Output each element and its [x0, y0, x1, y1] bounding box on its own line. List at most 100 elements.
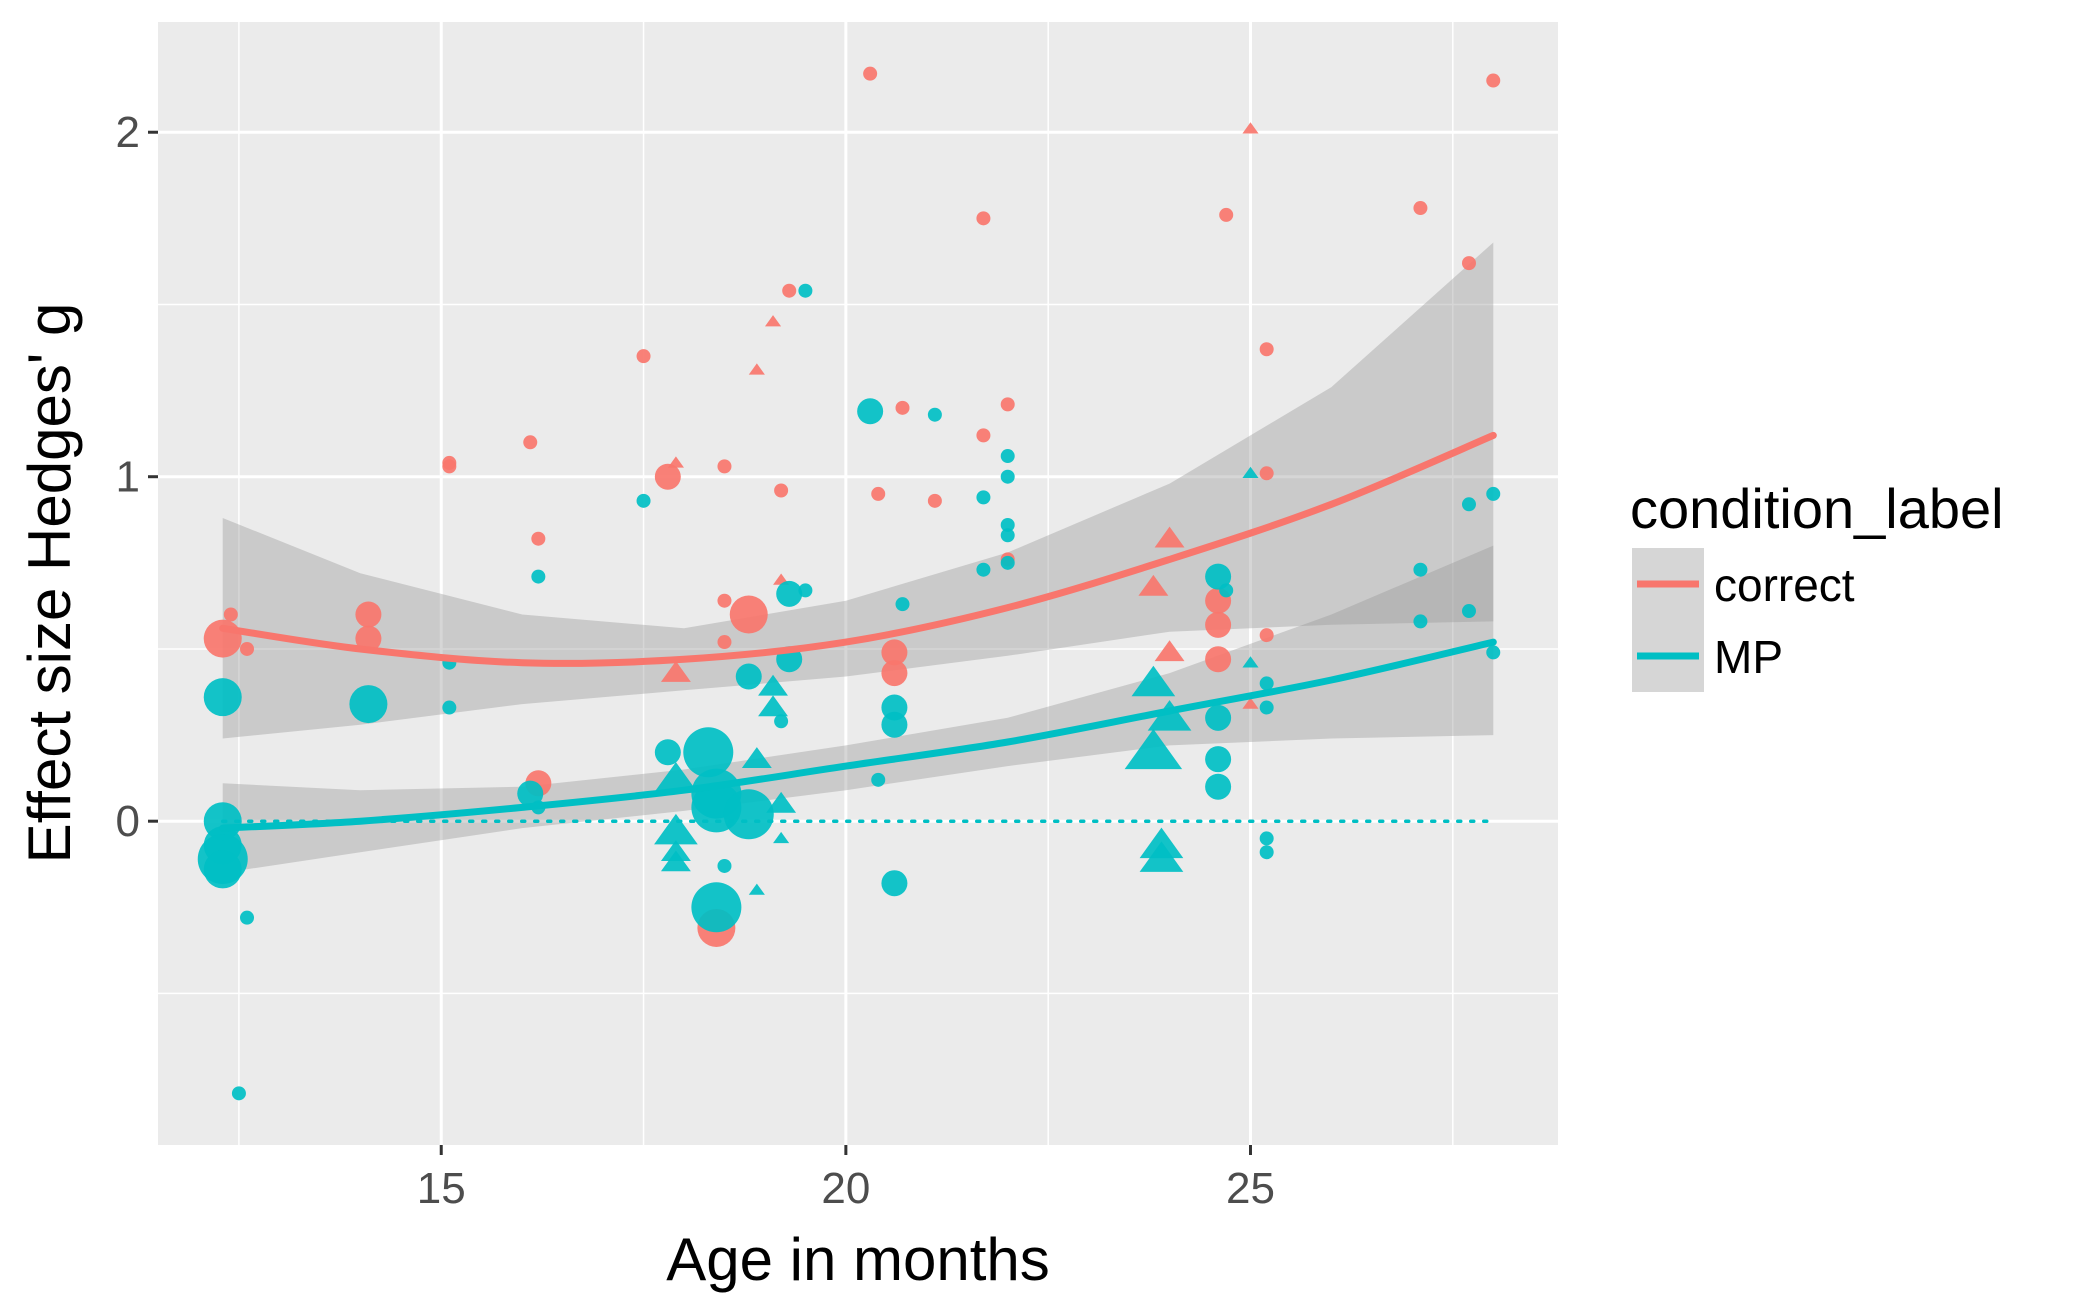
point-mp-28 [758, 674, 788, 696]
point-correct-15 [717, 593, 732, 608]
point-mp-30 [774, 714, 789, 729]
point-correct-21 [774, 483, 789, 498]
point-mp-19 [683, 727, 734, 778]
point-correct-38 [1205, 611, 1232, 638]
legend-label-correct: correct [1714, 559, 1855, 611]
point-mp-65 [1259, 831, 1274, 846]
axes: 15 20 25 0 1 2 [116, 108, 1275, 1213]
point-mp-5 [231, 1086, 246, 1101]
point-correct-18 [729, 595, 768, 634]
point-mp-52 [1124, 729, 1183, 770]
point-mp-62 [1242, 656, 1259, 668]
point-mp-47 [1000, 469, 1015, 484]
point-mp-29 [758, 695, 788, 717]
x-tick-label: 15 [417, 1164, 466, 1213]
point-correct-8 [531, 531, 546, 546]
point-mp-43 [927, 407, 942, 422]
point-mp-55 [1147, 700, 1192, 731]
point-mp-48 [1000, 517, 1015, 532]
point-correct-30 [976, 211, 991, 226]
point-mp-57 [1205, 704, 1232, 731]
point-mp-33 [776, 580, 803, 607]
point-correct-24 [863, 66, 878, 81]
point-correct-3 [355, 601, 382, 628]
point-mp-46 [1000, 449, 1015, 464]
point-mp-9 [442, 700, 457, 715]
point-mp-26 [741, 747, 772, 768]
point-correct-43 [1259, 342, 1274, 357]
data-points [197, 66, 1501, 1101]
legend: condition_label correct MP [1630, 477, 2004, 692]
point-mp-69 [1461, 497, 1476, 512]
point-mp-50 [1000, 555, 1015, 570]
point-mp-38 [871, 772, 886, 787]
point-mp-68 [1413, 614, 1428, 629]
point-mp-22 [691, 882, 742, 933]
point-correct-25 [871, 486, 886, 501]
minor-gridlines [158, 22, 1558, 1145]
point-mp-49 [1000, 528, 1015, 543]
y-tick-label: 0 [116, 797, 140, 846]
point-correct-2 [240, 641, 255, 656]
point-correct-35 [1154, 526, 1185, 548]
point-correct-16 [717, 635, 732, 650]
point-mp-6 [240, 910, 255, 925]
point-mp-61 [1242, 466, 1259, 478]
point-correct-23 [782, 283, 797, 298]
point-mp-15 [654, 762, 698, 793]
point-correct-19 [748, 363, 765, 375]
point-correct-34 [1138, 574, 1169, 596]
legend-label-mp: MP [1714, 631, 1783, 683]
point-correct-26 [881, 639, 908, 666]
point-mp-31 [766, 791, 797, 813]
point-mp-60 [1219, 583, 1234, 598]
point-mp-72 [1486, 645, 1501, 660]
legend-item-correct: correct [1632, 548, 1855, 620]
point-correct-41 [1242, 122, 1259, 134]
point-correct-7 [523, 435, 538, 450]
point-correct-44 [1259, 466, 1274, 481]
point-mp-59 [1205, 773, 1232, 800]
point-mp-10 [517, 780, 544, 807]
point-mp-18 [660, 850, 691, 872]
y-tick-label: 1 [116, 453, 140, 502]
point-mp-0 [203, 678, 242, 717]
x-tick-label: 25 [1226, 1164, 1275, 1213]
point-mp-12 [531, 569, 546, 584]
point-correct-39 [1205, 646, 1232, 673]
point-correct-20 [764, 315, 782, 327]
point-correct-13 [660, 660, 691, 682]
point-correct-31 [976, 428, 991, 443]
point-mp-7 [349, 685, 388, 724]
point-correct-11 [654, 463, 681, 490]
point-correct-45 [1259, 628, 1274, 643]
point-mp-42 [895, 597, 910, 612]
ribbon-correct [222, 242, 1494, 739]
point-correct-29 [927, 493, 942, 508]
point-mp-58 [1205, 746, 1232, 773]
point-correct-1 [223, 607, 238, 622]
point-correct-42 [1242, 697, 1259, 709]
legend-title: condition_label [1630, 477, 2004, 540]
point-mp-27 [748, 883, 765, 895]
point-mp-40 [881, 711, 908, 738]
point-mp-51 [1131, 665, 1176, 697]
point-mp-56 [1205, 563, 1232, 590]
point-mp-13 [636, 493, 651, 508]
point-mp-64 [1259, 700, 1274, 715]
point-mp-66 [1259, 845, 1274, 860]
point-correct-47 [1461, 256, 1476, 271]
point-mp-16 [654, 813, 698, 845]
point-mp-36 [798, 283, 813, 298]
point-mp-25 [723, 789, 774, 840]
point-correct-10 [636, 349, 651, 364]
point-mp-71 [1486, 486, 1501, 501]
point-correct-4 [355, 625, 382, 652]
point-mp-37 [857, 398, 884, 425]
point-mp-54 [1139, 841, 1184, 872]
point-mp-24 [735, 663, 762, 690]
x-tick-label: 20 [821, 1164, 870, 1213]
plot-panel [158, 22, 1558, 1145]
smooth-line-mp [219, 638, 1497, 832]
